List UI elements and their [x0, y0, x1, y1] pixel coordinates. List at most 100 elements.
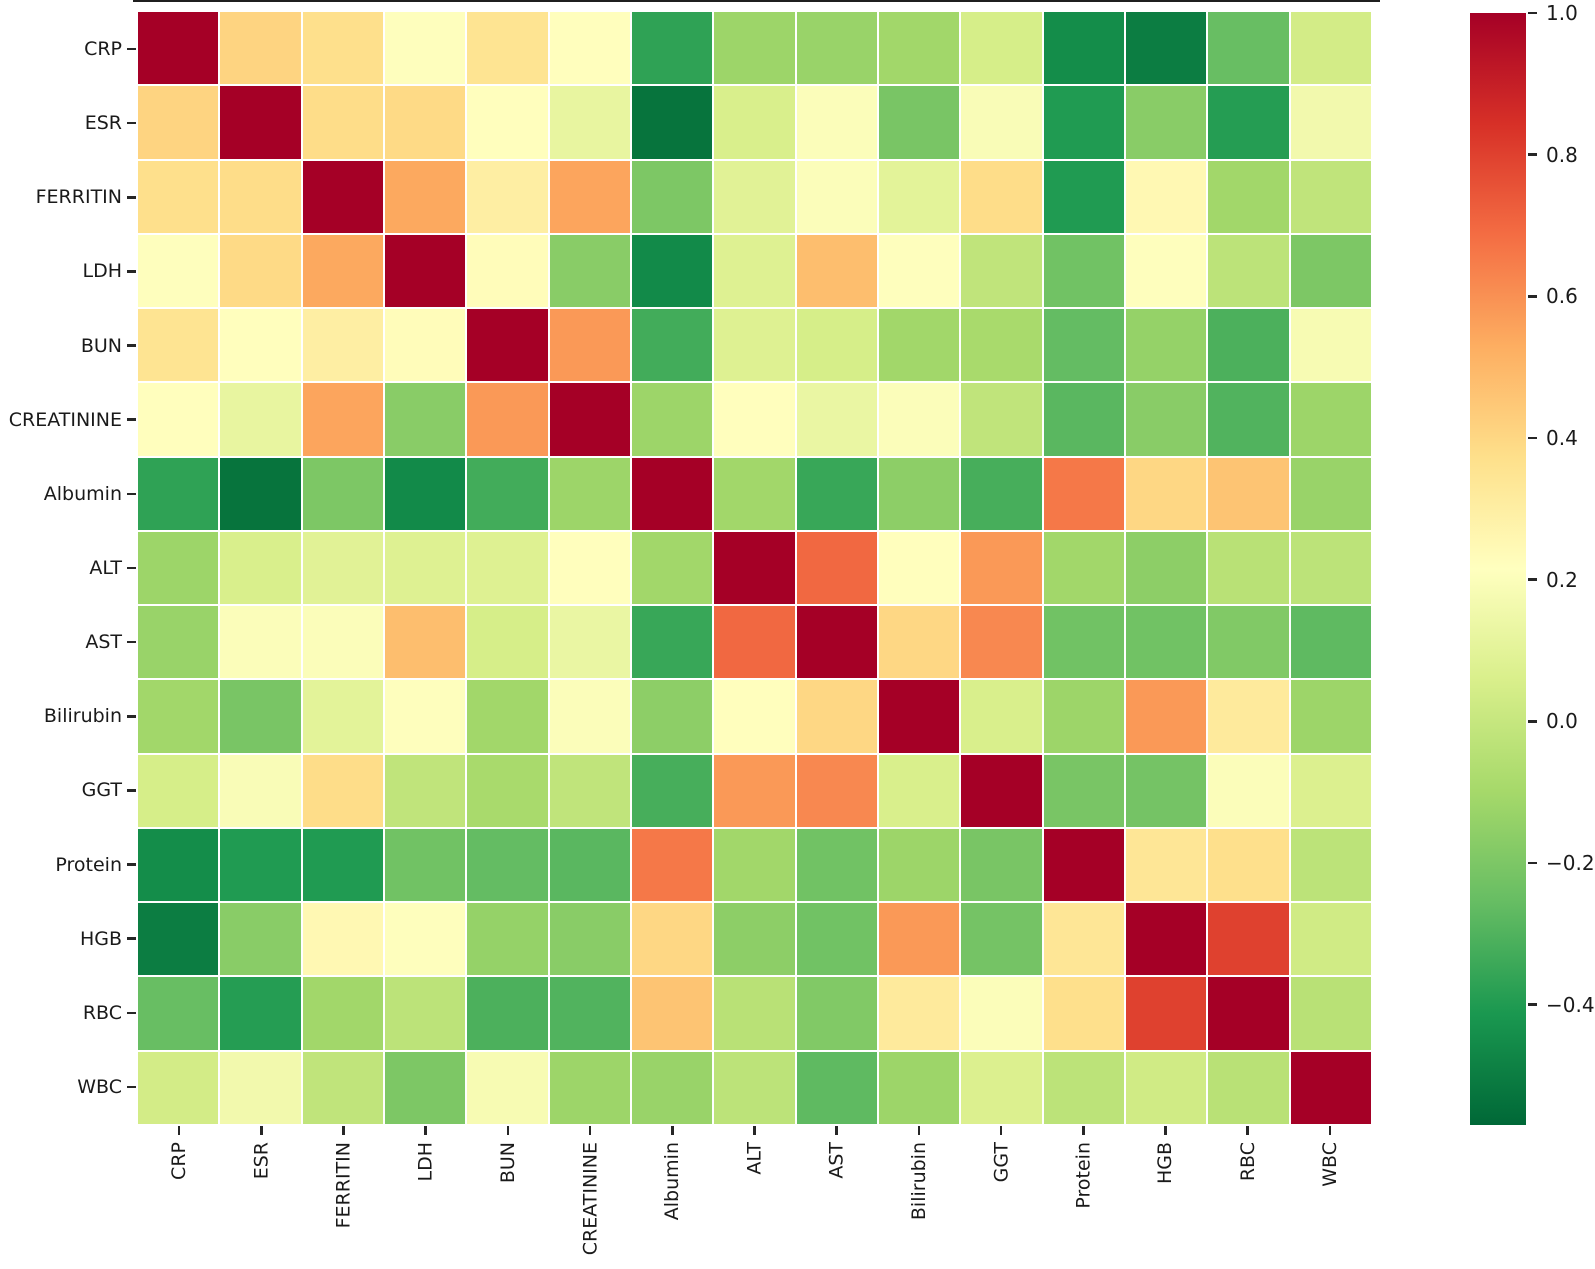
heatmap-cell-AST-ESR — [220, 606, 301, 679]
y-axis-label-ESR: ESR — [84, 112, 122, 135]
y-tick-Bilirubin — [127, 715, 136, 718]
heatmap-cell-Protein-GGT — [961, 828, 1042, 902]
heatmap-cell-LDH-BUN — [467, 234, 548, 308]
heatmap-cell-WBC-Albumin — [632, 1051, 713, 1124]
colorbar-tick-0.8 — [1528, 153, 1537, 156]
heatmap-cell-GGT-HGB — [1126, 754, 1207, 827]
heatmap-cell-FERRITIN-LDH — [385, 160, 466, 233]
heatmap-cell-AST-ALT — [714, 606, 795, 679]
heatmap-cell-FERRITIN-CRP — [138, 160, 219, 233]
heatmap-cell-ALT-Protein — [1043, 531, 1124, 605]
heatmap-cell-Albumin-FERRITIN — [302, 457, 383, 530]
heatmap-cell-Bilirubin-RBC — [1208, 680, 1289, 753]
heatmap-cell-Albumin-HGB — [1126, 457, 1207, 530]
colorbar-tick-1.0 — [1528, 11, 1537, 15]
heatmap-cell-BUN-CREATININE — [549, 309, 630, 382]
heatmap-cell-AST-RBC — [1208, 606, 1289, 679]
colorbar-tick-label-0.8: 0.8 — [1546, 142, 1578, 167]
heatmap-cell-ALT-RBC — [1208, 531, 1289, 605]
heatmap-cell-ALT-ESR — [220, 531, 301, 605]
heatmap-cell-CRP-ESR — [220, 12, 301, 85]
heatmap-cell-CRP-CRP — [138, 12, 219, 85]
heatmap-cell-HGB-Protein — [1043, 903, 1124, 976]
heatmap-cell-FERRITIN-Albumin — [632, 160, 713, 233]
x-axis-label-ALT: ALT — [743, 1142, 766, 1175]
heatmap-cell-LDH-AST — [796, 234, 877, 308]
heatmap-cell-HGB-WBC — [1290, 903, 1371, 976]
y-tick-Protein — [127, 863, 136, 866]
heatmap-cell-FERRITIN-RBC — [1208, 160, 1289, 233]
heatmap-cell-CREATININE-Albumin — [632, 383, 713, 456]
y-axis-label-WBC: WBC — [77, 1075, 122, 1098]
heatmap-cell-CRP-Bilirubin — [879, 12, 960, 85]
heatmap-cell-Bilirubin-Protein — [1043, 680, 1124, 753]
y-axis-label-GGT: GGT — [81, 779, 122, 802]
heatmap-cell-FERRITIN-FERRITIN — [302, 160, 383, 233]
heatmap-cell-Bilirubin-BUN — [467, 680, 548, 753]
heatmap-cell-CRP-RBC — [1208, 12, 1289, 85]
heatmap-cell-BUN-RBC — [1208, 309, 1289, 382]
heatmap-cell-HGB-ALT — [714, 903, 795, 976]
heatmap-cell-GGT-Protein — [1043, 754, 1124, 827]
heatmap-cell-LDH-ESR — [220, 234, 301, 308]
x-tick-Protein — [1082, 1126, 1085, 1135]
heatmap-cell-Bilirubin-AST — [796, 680, 877, 753]
x-tick-ALT — [753, 1126, 756, 1135]
heatmap-cell-Albumin-CREATININE — [549, 457, 630, 530]
y-tick-ALT — [127, 566, 136, 570]
colorbar — [1470, 13, 1526, 1125]
heatmap-cell-Bilirubin-ESR — [220, 680, 301, 753]
heatmap-cell-Protein-AST — [796, 828, 877, 902]
heatmap-cell-HGB-LDH — [385, 903, 466, 976]
heatmap-cell-Albumin-GGT — [961, 457, 1042, 530]
heatmap-cell-ALT-Albumin — [632, 531, 713, 605]
heatmap-cell-CRP-FERRITIN — [302, 12, 383, 85]
y-axis-label-LDH: LDH — [82, 260, 122, 283]
heatmap-cell-CRP-GGT — [961, 12, 1042, 85]
heatmap-cell-CREATININE-RBC — [1208, 383, 1289, 456]
y-tick-BUN — [127, 344, 136, 347]
heatmap-cell-CRP-BUN — [467, 12, 548, 85]
heatmap-cell-RBC-CREATININE — [549, 977, 630, 1050]
heatmap-cell-HGB-ESR — [220, 903, 301, 976]
heatmap-cell-GGT-LDH — [385, 754, 466, 827]
heatmap-cell-WBC-FERRITIN — [302, 1051, 383, 1124]
heatmap-cell-AST-BUN — [467, 606, 548, 679]
heatmap-cell-Bilirubin-ALT — [714, 680, 795, 753]
heatmap-cell-FERRITIN-CREATININE — [549, 160, 630, 233]
x-tick-Albumin — [671, 1126, 674, 1135]
heatmap-cell-Albumin-CRP — [138, 457, 219, 530]
heatmap-cell-RBC-HGB — [1126, 977, 1207, 1050]
x-tick-GGT — [999, 1126, 1003, 1135]
y-tick-HGB — [127, 937, 136, 940]
heatmap-cell-CRP-WBC — [1290, 12, 1371, 85]
heatmap-cell-ALT-FERRITIN — [302, 531, 383, 605]
heatmap-cell-CREATININE-AST — [796, 383, 877, 456]
heatmap-cell-ALT-HGB — [1126, 531, 1207, 605]
colorbar-tick-0.0 — [1528, 720, 1537, 723]
heatmap-cell-Bilirubin-HGB — [1126, 680, 1207, 753]
heatmap-cell-GGT-CREATININE — [549, 754, 630, 827]
x-tick-HGB — [1164, 1126, 1167, 1135]
heatmap-cell-RBC-RBC — [1208, 977, 1289, 1050]
heatmap-cell-ESR-RBC — [1208, 86, 1289, 159]
heatmap-cell-Bilirubin-CRP — [138, 680, 219, 753]
heatmap-cell-ESR-CREATININE — [549, 86, 630, 159]
heatmap-cell-FERRITIN-WBC — [1290, 160, 1371, 233]
heatmap-cell-BUN-LDH — [385, 309, 466, 382]
heatmap-cell-FERRITIN-Bilirubin — [879, 160, 960, 233]
heatmap-cell-WBC-CRP — [138, 1051, 219, 1124]
heatmap-cell-Protein-HGB — [1126, 828, 1207, 902]
heatmap-cell-WBC-Bilirubin — [879, 1051, 960, 1124]
heatmap-cell-ALT-ALT — [714, 531, 795, 605]
heatmap-cell-WBC-ALT — [714, 1051, 795, 1124]
heatmap-cell-WBC-BUN — [467, 1051, 548, 1124]
heatmap-cell-RBC-Protein — [1043, 977, 1124, 1050]
x-axis-label-AST: AST — [825, 1142, 848, 1179]
heatmap-cell-CREATININE-FERRITIN — [302, 383, 383, 456]
heatmap-cell-ALT-GGT — [961, 531, 1042, 605]
heatmap-cell-CREATININE-WBC — [1290, 383, 1371, 456]
y-axis-label-AST: AST — [85, 631, 122, 654]
y-tick-WBC — [127, 1085, 136, 1089]
